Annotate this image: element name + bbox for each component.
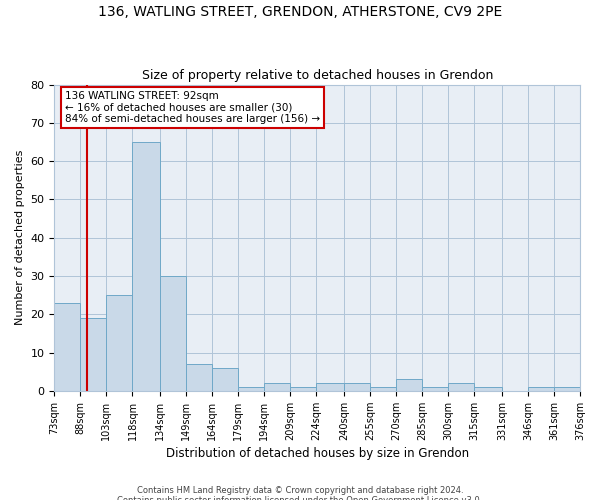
- X-axis label: Distribution of detached houses by size in Grendon: Distribution of detached houses by size …: [166, 447, 469, 460]
- Bar: [264, 383, 290, 391]
- Bar: [316, 383, 344, 391]
- Text: 136, WATLING STREET, GRENDON, ATHERSTONE, CV9 2PE: 136, WATLING STREET, GRENDON, ATHERSTONE…: [98, 5, 502, 19]
- Bar: [55, 303, 80, 391]
- Bar: [396, 380, 422, 391]
- Bar: [212, 368, 238, 391]
- Bar: [238, 387, 264, 391]
- Bar: [370, 387, 396, 391]
- Text: Contains HM Land Registry data © Crown copyright and database right 2024.: Contains HM Land Registry data © Crown c…: [137, 486, 463, 495]
- Y-axis label: Number of detached properties: Number of detached properties: [15, 150, 25, 326]
- Bar: [133, 142, 160, 391]
- Bar: [80, 318, 106, 391]
- Bar: [186, 364, 212, 391]
- Bar: [554, 387, 580, 391]
- Bar: [344, 383, 370, 391]
- Title: Size of property relative to detached houses in Grendon: Size of property relative to detached ho…: [142, 69, 493, 82]
- Text: 136 WATLING STREET: 92sqm
← 16% of detached houses are smaller (30)
84% of semi-: 136 WATLING STREET: 92sqm ← 16% of detac…: [65, 90, 320, 124]
- Bar: [448, 383, 474, 391]
- Bar: [160, 276, 186, 391]
- Text: Contains public sector information licensed under the Open Government Licence v3: Contains public sector information licen…: [118, 496, 482, 500]
- Bar: [422, 387, 448, 391]
- Bar: [528, 387, 554, 391]
- Bar: [474, 387, 502, 391]
- Bar: [290, 387, 316, 391]
- Bar: [106, 295, 133, 391]
